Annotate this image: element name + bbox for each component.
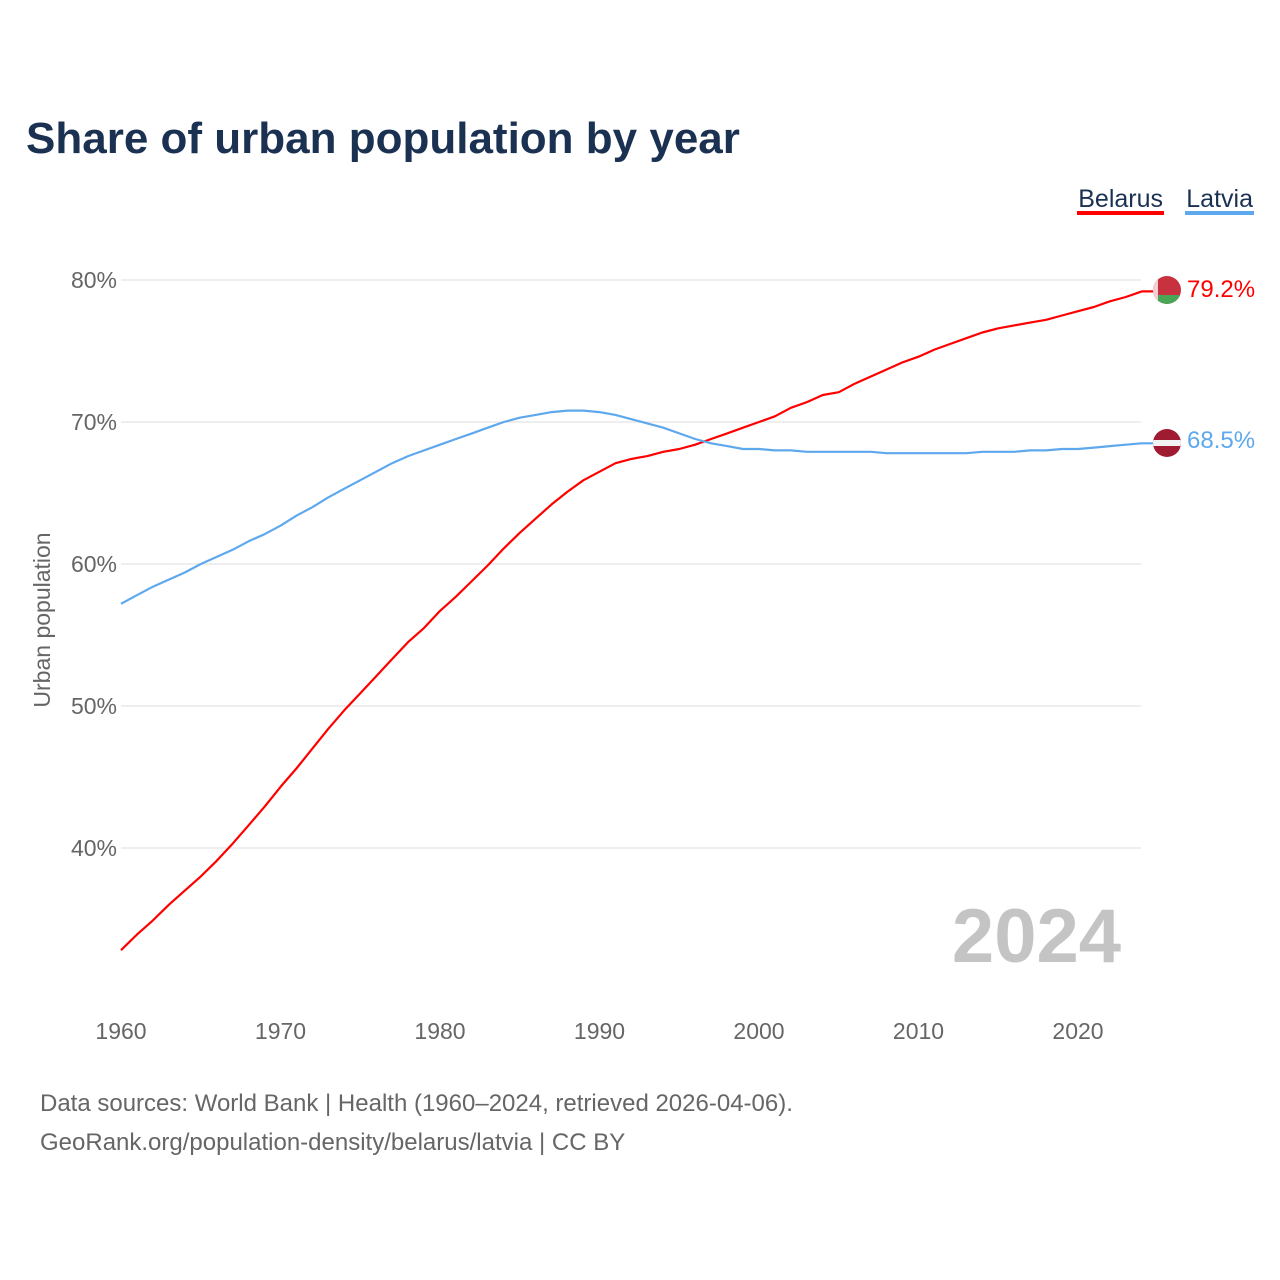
legend-swatch-latvia xyxy=(1185,211,1254,215)
series-line-belarus xyxy=(120,290,1153,951)
x-tick-label: 2010 xyxy=(893,1018,944,1044)
y-axis-label: Urban population xyxy=(29,532,55,707)
gridlines xyxy=(121,279,1141,849)
x-tick-label: 2020 xyxy=(1052,1018,1103,1044)
y-tick-label: 80% xyxy=(71,267,117,293)
legend: Belarus Latvia xyxy=(1077,185,1254,215)
legend-item-belarus[interactable]: Belarus xyxy=(1077,185,1164,215)
y-tick-label: 70% xyxy=(71,409,117,435)
belarus-flag-icon xyxy=(1153,276,1181,304)
chart-title: Share of urban population by year xyxy=(26,114,740,163)
end-label-belarus: 79.2% xyxy=(1187,276,1255,303)
x-tick-label: 2000 xyxy=(733,1018,784,1044)
year-watermark: 2024 xyxy=(952,894,1121,979)
y-tick-label: 60% xyxy=(71,551,117,577)
x-axis-ticks: 1960 1970 1980 1990 2000 2010 2020 xyxy=(95,1018,1103,1044)
x-tick-label: 1970 xyxy=(255,1018,306,1044)
y-tick-label: 50% xyxy=(71,693,117,719)
y-axis-ticks: 40% 50% 60% 70% 80% xyxy=(71,267,117,861)
footer-link[interactable]: GeoRank.org/population-density/belarus/l… xyxy=(40,1129,625,1156)
legend-swatch-belarus xyxy=(1077,211,1164,215)
x-tick-label: 1980 xyxy=(414,1018,465,1044)
latvia-flag-icon xyxy=(1153,429,1181,457)
y-tick-label: 40% xyxy=(71,835,117,861)
x-tick-label: 1960 xyxy=(95,1018,146,1044)
series-line-latvia xyxy=(120,409,1153,605)
x-tick-label: 1990 xyxy=(574,1018,625,1044)
end-label-latvia: 68.5% xyxy=(1187,427,1255,454)
legend-label-belarus: Belarus xyxy=(1078,185,1163,213)
legend-label-latvia: Latvia xyxy=(1186,185,1253,213)
legend-item-latvia[interactable]: Latvia xyxy=(1185,185,1254,215)
footer-sources: Data sources: World Bank | Health (1960–… xyxy=(40,1090,793,1117)
series-lines xyxy=(120,290,1153,951)
